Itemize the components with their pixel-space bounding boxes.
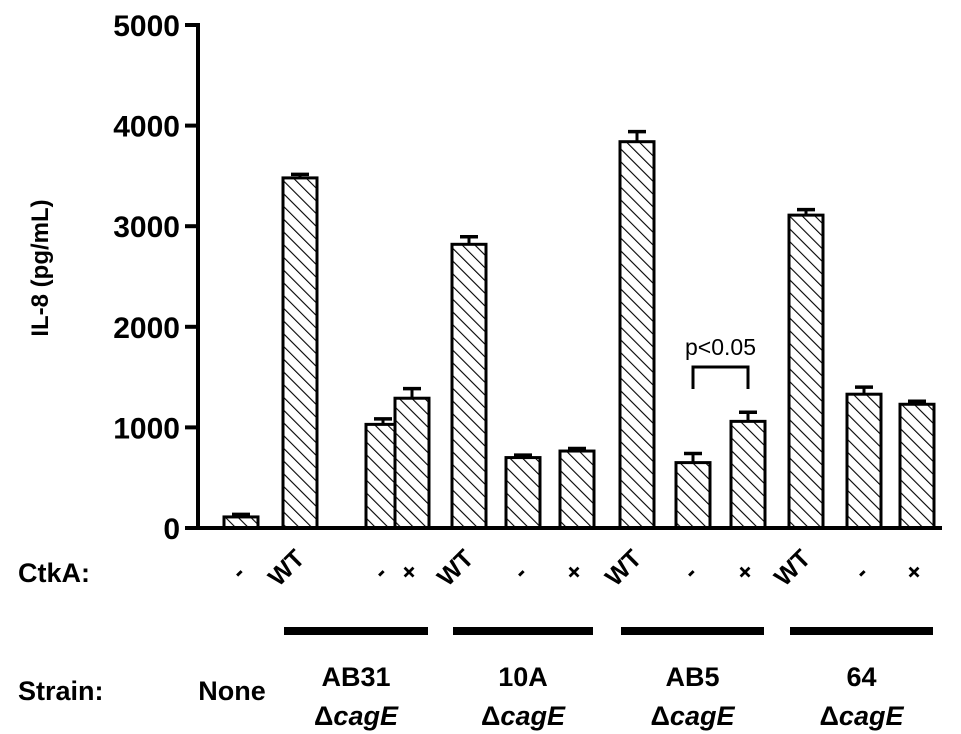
error-bar xyxy=(739,410,757,422)
y-tick-label: 3000 xyxy=(113,211,180,244)
error-bar xyxy=(855,385,873,395)
x-tick-label: - xyxy=(677,559,703,585)
error-bar xyxy=(374,417,392,425)
bar xyxy=(393,396,431,530)
error-bar xyxy=(568,446,586,452)
bar xyxy=(898,402,936,530)
bar xyxy=(674,461,712,530)
x-tick-label: WT xyxy=(263,544,310,591)
strain-name: None xyxy=(198,676,266,706)
bar-series xyxy=(222,129,936,530)
error-bar xyxy=(908,399,926,405)
strain-labels: None AB31 ΔcagE 10A ΔcagE AB5 ΔcagE 64 ΔcagE xyxy=(198,627,933,731)
strain-row-label: Strain: xyxy=(18,676,104,706)
bar xyxy=(729,419,767,530)
y-tick-label: 2000 xyxy=(113,312,180,345)
x-tick-label: - xyxy=(225,559,251,585)
strain-name: 64 xyxy=(846,662,876,692)
bar xyxy=(504,456,542,530)
strain-name: AB31 xyxy=(321,662,390,692)
bar xyxy=(558,449,596,530)
error-bar xyxy=(232,512,250,517)
y-tick-label: 4000 xyxy=(113,111,180,144)
bar xyxy=(787,213,825,530)
y-axis-label: IL-8 (pg/mL) xyxy=(27,199,54,336)
significance-annotation: p<0.05 xyxy=(685,334,756,390)
strain-genotype: ΔcagE xyxy=(820,701,905,731)
y-tick-label: 5000 xyxy=(113,10,180,43)
x-tick-label: - xyxy=(507,559,533,585)
x-tick-label: WT xyxy=(432,544,479,591)
error-bar xyxy=(628,129,646,142)
bar xyxy=(618,140,656,530)
error-bar xyxy=(403,386,421,399)
strain-genotype: ΔcagE xyxy=(651,701,736,731)
x-tick-label: WT xyxy=(769,544,816,591)
x-tick-label: + xyxy=(559,557,589,587)
x-axis: - WT - + WT - + WT - + WT - + xyxy=(196,526,942,592)
strain-genotype: ΔcagE xyxy=(314,701,399,731)
y-tick-label: 1000 xyxy=(113,412,180,445)
y-tick-label: 0 xyxy=(163,513,180,546)
x-tick-label: + xyxy=(394,557,424,587)
significance-bracket xyxy=(691,365,750,390)
bar xyxy=(281,176,319,530)
error-bar xyxy=(291,172,309,178)
error-bar xyxy=(797,207,815,216)
significance-label: p<0.05 xyxy=(685,334,756,360)
strain-name: 10A xyxy=(498,662,548,692)
ctka-row-label: CtkA: xyxy=(18,558,90,588)
x-tick-label: + xyxy=(730,557,760,587)
strain-genotype: ΔcagE xyxy=(481,701,566,731)
x-tick-label: WT xyxy=(600,544,647,591)
x-tick-label: - xyxy=(848,559,874,585)
x-tick-label: - xyxy=(367,559,393,585)
error-bar xyxy=(684,451,702,463)
error-bar xyxy=(460,235,478,245)
bar xyxy=(845,392,883,530)
strain-name: AB5 xyxy=(665,662,719,692)
error-bar xyxy=(514,453,532,458)
y-axis: 0 1000 2000 3000 4000 5000 xyxy=(113,10,200,546)
bar xyxy=(450,242,488,530)
x-tick-label: + xyxy=(899,557,929,587)
